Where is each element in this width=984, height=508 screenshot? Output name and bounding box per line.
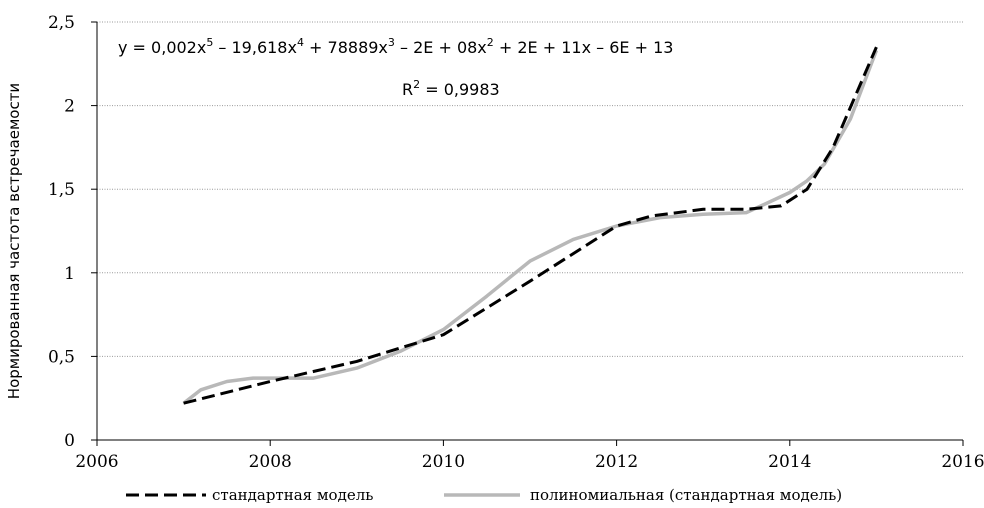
x-tick-label-2: 2010: [422, 452, 465, 472]
x-tick-label-3: 2012: [595, 452, 638, 472]
series-lines: [182, 46, 879, 405]
series-line-polynomial: [182, 49, 879, 405]
x-tick-label-5: 2016: [941, 452, 984, 472]
axes: [96, 22, 963, 441]
x-tick-label-1: 2008: [249, 452, 292, 472]
x-axis-ticks: 2006 2008 2010 2012 2014 2016: [75, 440, 984, 472]
legend: стандартная модель полиномиальная (станда…: [126, 486, 842, 504]
y-tick-label-0: 0: [64, 431, 75, 451]
legend-label-1: полиномиальная (стандартная модель): [530, 486, 842, 504]
text-segment: + 78889x: [304, 38, 388, 57]
r-squared-label: R2 = 0,9983: [402, 78, 500, 99]
gridlines: [97, 21, 963, 357]
y-tick-label-2: 1: [64, 264, 75, 284]
trendline-equation: y = 0,002x5 – 19,618x4 + 78889x3 – 2E + …: [118, 36, 673, 57]
series-line-standard: [183, 46, 878, 405]
y-tick-label-5: 2,5: [48, 13, 75, 33]
y-axis-ticks: 0 0,5 1 1,5 2 2,5: [48, 13, 97, 451]
superscript: 2: [487, 36, 494, 49]
y-tick-label-1: 0,5: [48, 347, 75, 367]
superscript: 2: [413, 78, 420, 91]
superscript: 3: [388, 36, 395, 49]
superscript: 5: [206, 36, 213, 49]
superscript: 4: [297, 36, 304, 49]
text-segment: y = 0,002x: [118, 38, 206, 57]
text-segment: R: [402, 80, 413, 99]
text-segment: = 0,9983: [420, 80, 500, 99]
x-tick-label-4: 2014: [768, 452, 811, 472]
x-tick-label-0: 2006: [75, 452, 118, 472]
text-segment: – 19,618x: [213, 38, 297, 57]
y-tick-label-3: 1,5: [48, 180, 75, 200]
legend-label-0: стандартная модель: [212, 486, 373, 504]
text-segment: – 2E + 08x: [395, 38, 487, 57]
y-axis-label: Нормированная частота встречаемости: [5, 83, 23, 399]
y-tick-label-4: 2: [64, 97, 75, 117]
text-segment: + 2E + 11x – 6E + 13: [494, 38, 674, 57]
